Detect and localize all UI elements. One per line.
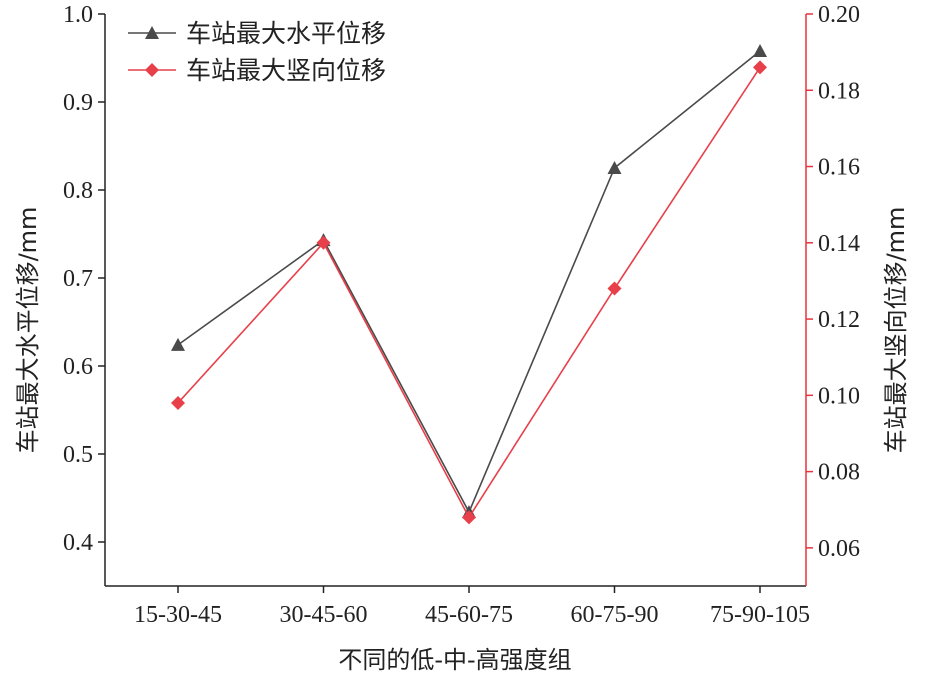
series-1-point bbox=[753, 60, 767, 75]
right-tick-label: 0.10 bbox=[818, 383, 860, 409]
series-1-point bbox=[171, 395, 185, 410]
x-tick-label: 75-90-105 bbox=[710, 602, 810, 628]
legend-label-vertical: 车站最大竖向位移 bbox=[186, 56, 386, 85]
right-tick-label: 0.06 bbox=[818, 536, 860, 562]
left-tick-label: 0.7 bbox=[63, 266, 93, 292]
right-tick-label: 0.18 bbox=[818, 78, 860, 104]
left-tick-label: 0.4 bbox=[63, 530, 93, 556]
right-tick-label: 0.20 bbox=[818, 2, 860, 28]
x-tick-label: 15-30-45 bbox=[134, 602, 222, 628]
series-line-1 bbox=[177, 66, 761, 519]
series-0-point bbox=[171, 337, 185, 351]
right-axis-title: 车站最大竖向位移/mm bbox=[882, 207, 910, 454]
left-tick-label: 0.6 bbox=[63, 354, 93, 380]
left-tick-label: 0.5 bbox=[63, 442, 93, 468]
x-axis-title: 不同的低-中-高强度组 bbox=[338, 646, 571, 674]
left-tick-label: 1.0 bbox=[63, 2, 93, 28]
series-0-point bbox=[607, 161, 622, 174]
series-0-point bbox=[753, 43, 767, 57]
legend-diamond-marker-icon bbox=[145, 63, 159, 77]
x-tick-label: 45-60-75 bbox=[425, 602, 513, 628]
series-layer bbox=[171, 43, 767, 525]
series-1-point bbox=[462, 510, 476, 525]
series-line-0 bbox=[177, 50, 761, 514]
x-tick-label: 60-75-90 bbox=[571, 602, 659, 628]
legend: 车站最大水平位移 车站最大竖向位移 bbox=[128, 19, 386, 85]
series-1-point bbox=[316, 235, 331, 250]
right-tick-label: 0.14 bbox=[818, 231, 860, 257]
legend-triangle-marker-icon bbox=[145, 26, 159, 39]
right-tick-label: 0.08 bbox=[818, 460, 860, 486]
left-tick-label: 0.8 bbox=[63, 178, 93, 204]
right-tick-label: 0.16 bbox=[818, 155, 860, 181]
left-tick-label: 0.9 bbox=[63, 90, 93, 116]
x-axis-ticks: 15-30-45 30-45-60 45-60-75 60-75-90 75-90-10… bbox=[134, 586, 810, 628]
x-tick-label: 30-45-60 bbox=[280, 602, 368, 628]
right-tick-label: 0.12 bbox=[818, 307, 860, 333]
series-1-point bbox=[607, 281, 622, 296]
left-axis-title: 车站最大水平位移/mm bbox=[14, 207, 42, 454]
legend-label-horizontal: 车站最大水平位移 bbox=[186, 19, 386, 48]
left-axis-ticks: 0.4 0.5 0.6 0.7 0.8 0.9 1.0 bbox=[63, 2, 105, 556]
right-axis-ticks: 0.06 0.08 0.10 0.12 0.14 0.16 0.18 0.20 bbox=[806, 2, 860, 562]
